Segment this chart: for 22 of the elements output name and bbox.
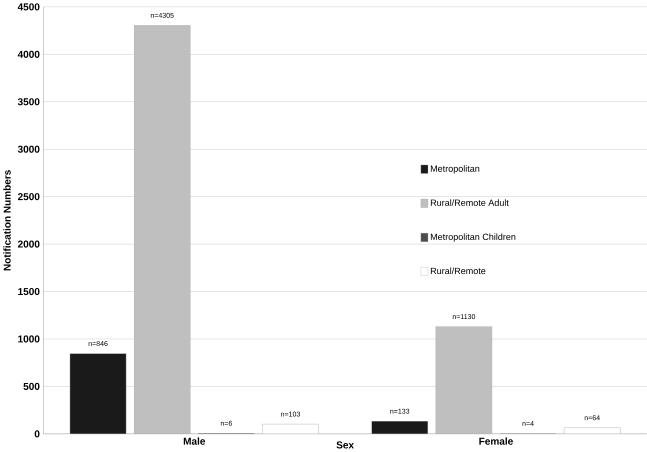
legend-label: Rural/Remote [430, 268, 486, 274]
y-tick-label: 2500 [18, 193, 40, 200]
y-tick-label: 3500 [18, 98, 40, 106]
bar [371, 421, 428, 434]
bar [70, 353, 126, 434]
legend-label: Metropolitan Children [430, 233, 516, 242]
y-tick-label: 3000 [18, 146, 40, 153]
bar [262, 424, 319, 434]
y-tick-label: 1000 [18, 336, 40, 343]
y-tick-label: 500 [23, 382, 40, 390]
x-axis-title: Sex [336, 441, 354, 449]
y-tick-label: 1500 [18, 288, 40, 296]
y-axis-title: Notification Numbers [3, 170, 11, 270]
y-tick-label: 4500 [18, 3, 40, 11]
x-tick-label: Male [184, 437, 206, 445]
y-tick-label: 4000 [18, 50, 40, 58]
y-tick-label: 0 [34, 430, 40, 438]
bar [564, 428, 620, 434]
x-tick-label: Female [479, 437, 513, 445]
legend-label: Rural/Remote Adult [430, 199, 509, 206]
y-tick-label: 2000 [18, 240, 40, 248]
legend-label: Metropolitan [430, 165, 480, 174]
